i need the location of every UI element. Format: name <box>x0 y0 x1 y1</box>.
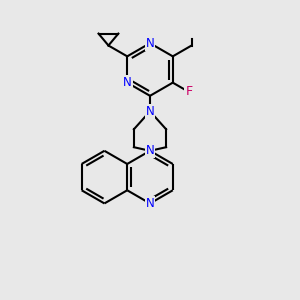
Text: F: F <box>185 85 192 98</box>
Text: N: N <box>146 144 154 157</box>
Text: N: N <box>146 37 154 50</box>
Text: N: N <box>123 76 132 89</box>
Text: N: N <box>146 105 154 118</box>
Text: N: N <box>146 197 154 210</box>
